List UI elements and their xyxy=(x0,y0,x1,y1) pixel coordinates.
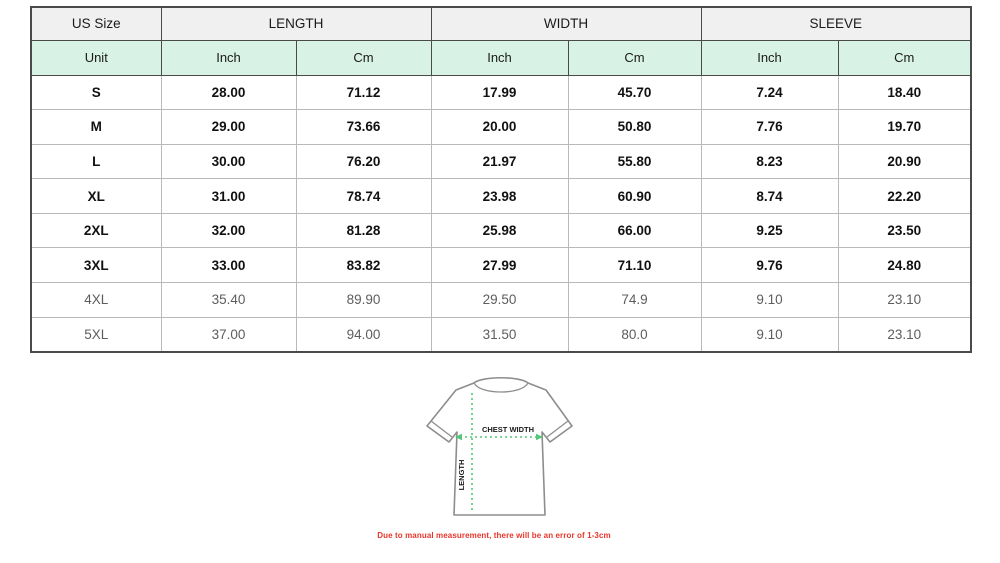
table-cell: 76.20 xyxy=(295,143,432,180)
tshirt-right-cuff-line xyxy=(546,420,569,438)
table-row-2xl: 2XL 32.00 81.28 25.98 66.00 9.25 23.50 xyxy=(30,212,972,249)
tshirt-body-outline xyxy=(426,376,573,516)
measurement-error-note: Due to manual measurement, there will be… xyxy=(377,531,611,540)
header-width-inch: Inch xyxy=(430,39,569,76)
table-cell: 31.00 xyxy=(160,178,297,214)
size-label: XL xyxy=(30,178,162,214)
size-label: S xyxy=(30,74,162,111)
table-cell: 89.90 xyxy=(295,282,432,318)
header-sleeve-inch: Inch xyxy=(700,39,839,76)
table-cell: 24.80 xyxy=(837,247,972,284)
table-row-m: M 29.00 73.66 20.00 50.80 7.76 19.70 xyxy=(30,109,972,145)
table-cell: 20.90 xyxy=(837,143,972,180)
table-cell: 55.80 xyxy=(567,143,702,180)
table-row-5xl: 5XL 37.00 94.00 31.50 80.0 9.10 23.10 xyxy=(30,316,972,353)
header-length-cm: Cm xyxy=(295,39,432,76)
size-label: 2XL xyxy=(30,212,162,249)
table-cell: 23.10 xyxy=(837,316,972,353)
table-cell: 33.00 xyxy=(160,247,297,284)
header-length: LENGTH xyxy=(160,6,432,41)
tshirt-measurement-diagram: CHEST WIDTH LENGTH xyxy=(418,372,582,526)
table-cell: 31.50 xyxy=(430,316,569,353)
table-cell: 23.10 xyxy=(837,282,972,318)
size-label: 4XL xyxy=(30,282,162,318)
table-cell: 71.10 xyxy=(567,247,702,284)
arrow-right-icon xyxy=(536,433,543,441)
tshirt-icon: CHEST WIDTH LENGTH xyxy=(426,376,573,516)
table-cell: 27.99 xyxy=(430,247,569,284)
header-length-inch: Inch xyxy=(160,39,297,76)
table-cell: 80.0 xyxy=(567,316,702,353)
table-cell: 74.9 xyxy=(567,282,702,318)
arrow-left-icon xyxy=(455,433,462,441)
table-cell: 21.97 xyxy=(430,143,569,180)
tshirt-collar-line xyxy=(473,382,529,393)
header-sleeve-cm: Cm xyxy=(837,39,972,76)
table-cell: 8.23 xyxy=(700,143,839,180)
table-cell: 9.25 xyxy=(700,212,839,249)
table-cell: 22.20 xyxy=(837,178,972,214)
table-cell: 29.50 xyxy=(430,282,569,318)
tshirt-left-cuff-line xyxy=(430,420,453,438)
table-cell: 9.10 xyxy=(700,282,839,318)
table-row-s: S 28.00 71.12 17.99 45.70 7.24 18.40 xyxy=(30,74,972,111)
size-chart-table: US Size LENGTH WIDTH SLEEVE Unit Inch Cm… xyxy=(30,6,973,353)
table-cell: 23.98 xyxy=(430,178,569,214)
table-cell: 17.99 xyxy=(430,74,569,111)
length-label: LENGTH xyxy=(457,460,466,491)
table-row-4xl: 4XL 35.40 89.90 29.50 74.9 9.10 23.10 xyxy=(30,282,972,318)
table-cell: 29.00 xyxy=(160,109,297,145)
table-cell: 73.66 xyxy=(295,109,432,145)
size-label: 5XL xyxy=(30,316,162,353)
table-cell: 20.00 xyxy=(430,109,569,145)
table-cell: 7.24 xyxy=(700,74,839,111)
table-row-l: L 30.00 76.20 21.97 55.80 8.23 20.90 xyxy=(30,143,972,180)
table-cell: 94.00 xyxy=(295,316,432,353)
chest-width-label: CHEST WIDTH xyxy=(482,425,534,434)
table-cell: 37.00 xyxy=(160,316,297,353)
header-us-size: US Size xyxy=(30,6,162,41)
table-cell: 32.00 xyxy=(160,212,297,249)
size-label: M xyxy=(30,109,162,145)
table-cell: 60.90 xyxy=(567,178,702,214)
table-cell: 30.00 xyxy=(160,143,297,180)
size-label: L xyxy=(30,143,162,180)
table-cell: 78.74 xyxy=(295,178,432,214)
header-sleeve: SLEEVE xyxy=(700,6,972,41)
table-row-3xl: 3XL 33.00 83.82 27.99 71.10 9.76 24.80 xyxy=(30,247,972,284)
table-cell: 7.76 xyxy=(700,109,839,145)
table-cell: 66.00 xyxy=(567,212,702,249)
table-cell: 81.28 xyxy=(295,212,432,249)
size-label: 3XL xyxy=(30,247,162,284)
table-cell: 9.76 xyxy=(700,247,839,284)
table-cell: 35.40 xyxy=(160,282,297,318)
table-cell: 9.10 xyxy=(700,316,839,353)
table-cell: 71.12 xyxy=(295,74,432,111)
table-cell: 83.82 xyxy=(295,247,432,284)
table-cell: 18.40 xyxy=(837,74,972,111)
table-cell: 25.98 xyxy=(430,212,569,249)
table-unit-header-row: Unit Inch Cm Inch Cm Inch Cm xyxy=(30,39,972,76)
table-row-xl: XL 31.00 78.74 23.98 60.90 8.74 22.20 xyxy=(30,178,972,214)
table-cell: 19.70 xyxy=(837,109,972,145)
header-unit: Unit xyxy=(30,39,162,76)
table-cell: 8.74 xyxy=(700,178,839,214)
table-cell: 45.70 xyxy=(567,74,702,111)
table-cell: 23.50 xyxy=(837,212,972,249)
table-cell: 28.00 xyxy=(160,74,297,111)
header-width: WIDTH xyxy=(430,6,702,41)
header-width-cm: Cm xyxy=(567,39,702,76)
table-group-header-row: US Size LENGTH WIDTH SLEEVE xyxy=(30,6,972,41)
table-cell: 50.80 xyxy=(567,109,702,145)
